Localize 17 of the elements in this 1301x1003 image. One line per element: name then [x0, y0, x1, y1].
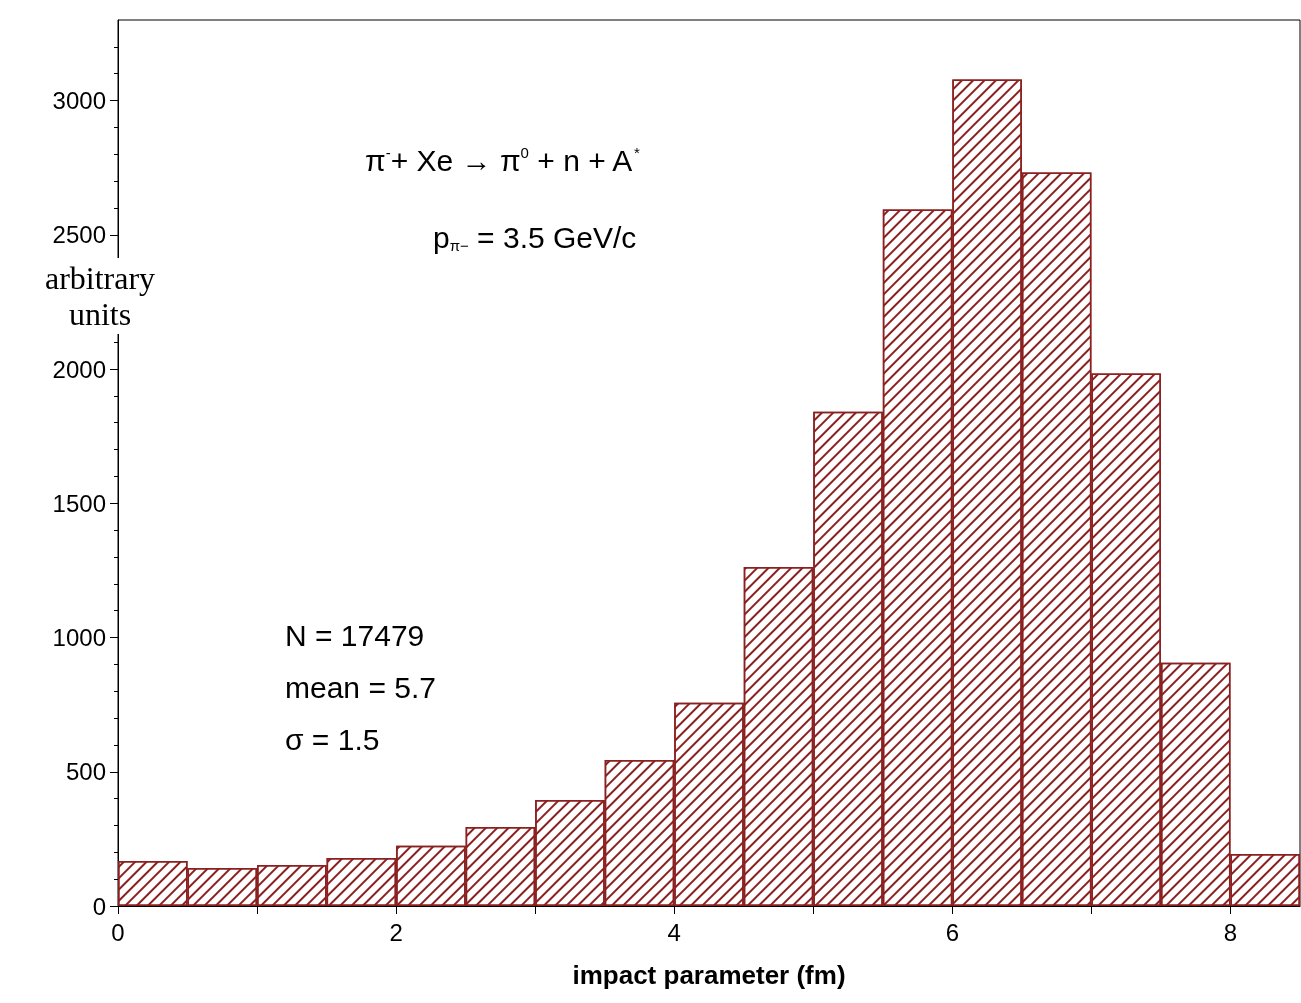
y-tick-label: 500 [65, 758, 106, 786]
x-axis-title: impact parameter (fm) [572, 960, 846, 990]
y-tick-label: 2000 [52, 355, 106, 383]
y-tick-label: 1500 [52, 489, 106, 517]
annotation: mean = 5.7 [285, 670, 436, 704]
annotation: N = 17479 [285, 618, 425, 652]
x-tick-label: 2 [389, 918, 403, 946]
y-axis-title: arbitrary units [44, 260, 156, 332]
y-tick-label: 2500 [52, 221, 106, 249]
x-tick-label: 0 [111, 918, 125, 946]
y-tick-label: 3000 [52, 87, 106, 115]
x-tick-label: 6 [945, 918, 960, 946]
annotation: σ = 1.5 [285, 722, 380, 756]
y-tick-label: 0 [92, 892, 106, 920]
y-tick-label: 1000 [52, 624, 106, 652]
x-tick-label: 8 [1223, 918, 1238, 946]
x-tick-label: 4 [667, 918, 681, 946]
